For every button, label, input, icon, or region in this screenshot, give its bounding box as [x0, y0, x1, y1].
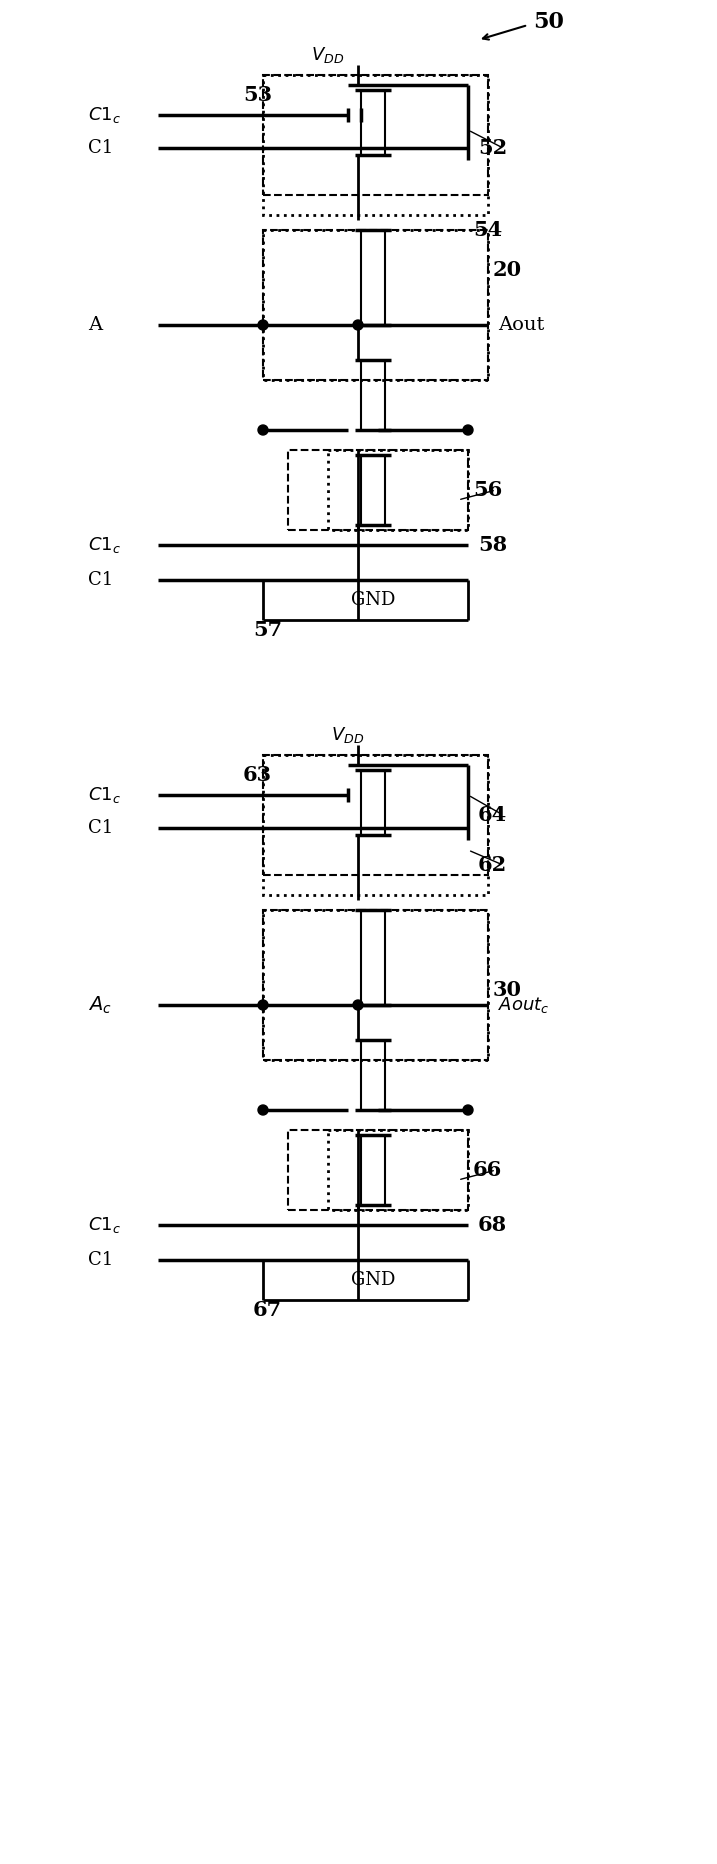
- Text: 57: 57: [253, 621, 282, 639]
- Bar: [263, 75, 488, 214]
- Circle shape: [258, 1105, 268, 1115]
- Text: 56: 56: [473, 481, 502, 500]
- Circle shape: [463, 425, 473, 434]
- Bar: [263, 910, 488, 1061]
- Text: 62: 62: [478, 856, 507, 874]
- Bar: [263, 229, 488, 380]
- Bar: [263, 910, 488, 1061]
- Bar: [288, 1130, 468, 1210]
- Circle shape: [353, 321, 363, 330]
- Text: $C1_c$: $C1_c$: [88, 1215, 121, 1236]
- Text: 53: 53: [243, 86, 272, 104]
- Text: $Aout_c$: $Aout_c$: [498, 995, 549, 1016]
- Text: 50: 50: [533, 11, 564, 34]
- Circle shape: [258, 999, 268, 1010]
- Text: 63: 63: [243, 764, 272, 785]
- Circle shape: [353, 999, 363, 1010]
- Text: C1: C1: [88, 1251, 113, 1269]
- Text: GND: GND: [351, 591, 395, 610]
- Text: 66: 66: [473, 1159, 502, 1180]
- Circle shape: [258, 425, 268, 434]
- Circle shape: [463, 1105, 473, 1115]
- Bar: [263, 755, 488, 895]
- Text: $C1_c$: $C1_c$: [88, 104, 121, 125]
- Text: C1: C1: [88, 140, 113, 157]
- Text: A: A: [88, 317, 102, 334]
- Bar: [263, 755, 488, 874]
- Text: 67: 67: [253, 1299, 282, 1320]
- Circle shape: [258, 321, 268, 330]
- Text: $C1_c$: $C1_c$: [88, 535, 121, 555]
- Text: Aout: Aout: [498, 317, 544, 334]
- Bar: [288, 449, 468, 529]
- Text: $A_c$: $A_c$: [88, 994, 112, 1016]
- Bar: [328, 1130, 468, 1210]
- Text: 64: 64: [478, 805, 507, 826]
- Text: 52: 52: [478, 138, 507, 158]
- Bar: [263, 229, 488, 380]
- Text: 68: 68: [478, 1215, 507, 1236]
- Text: 30: 30: [493, 980, 522, 999]
- Bar: [263, 75, 488, 196]
- Text: $C1_c$: $C1_c$: [88, 785, 121, 805]
- Text: C1: C1: [88, 570, 113, 589]
- Text: $V_{DD}$: $V_{DD}$: [331, 725, 364, 746]
- Text: C1: C1: [88, 818, 113, 837]
- Text: $V_{DD}$: $V_{DD}$: [311, 45, 345, 65]
- Text: 20: 20: [493, 259, 522, 280]
- Text: 54: 54: [473, 220, 502, 240]
- Bar: [328, 449, 468, 529]
- Text: 58: 58: [478, 535, 507, 555]
- Text: GND: GND: [351, 1271, 395, 1290]
